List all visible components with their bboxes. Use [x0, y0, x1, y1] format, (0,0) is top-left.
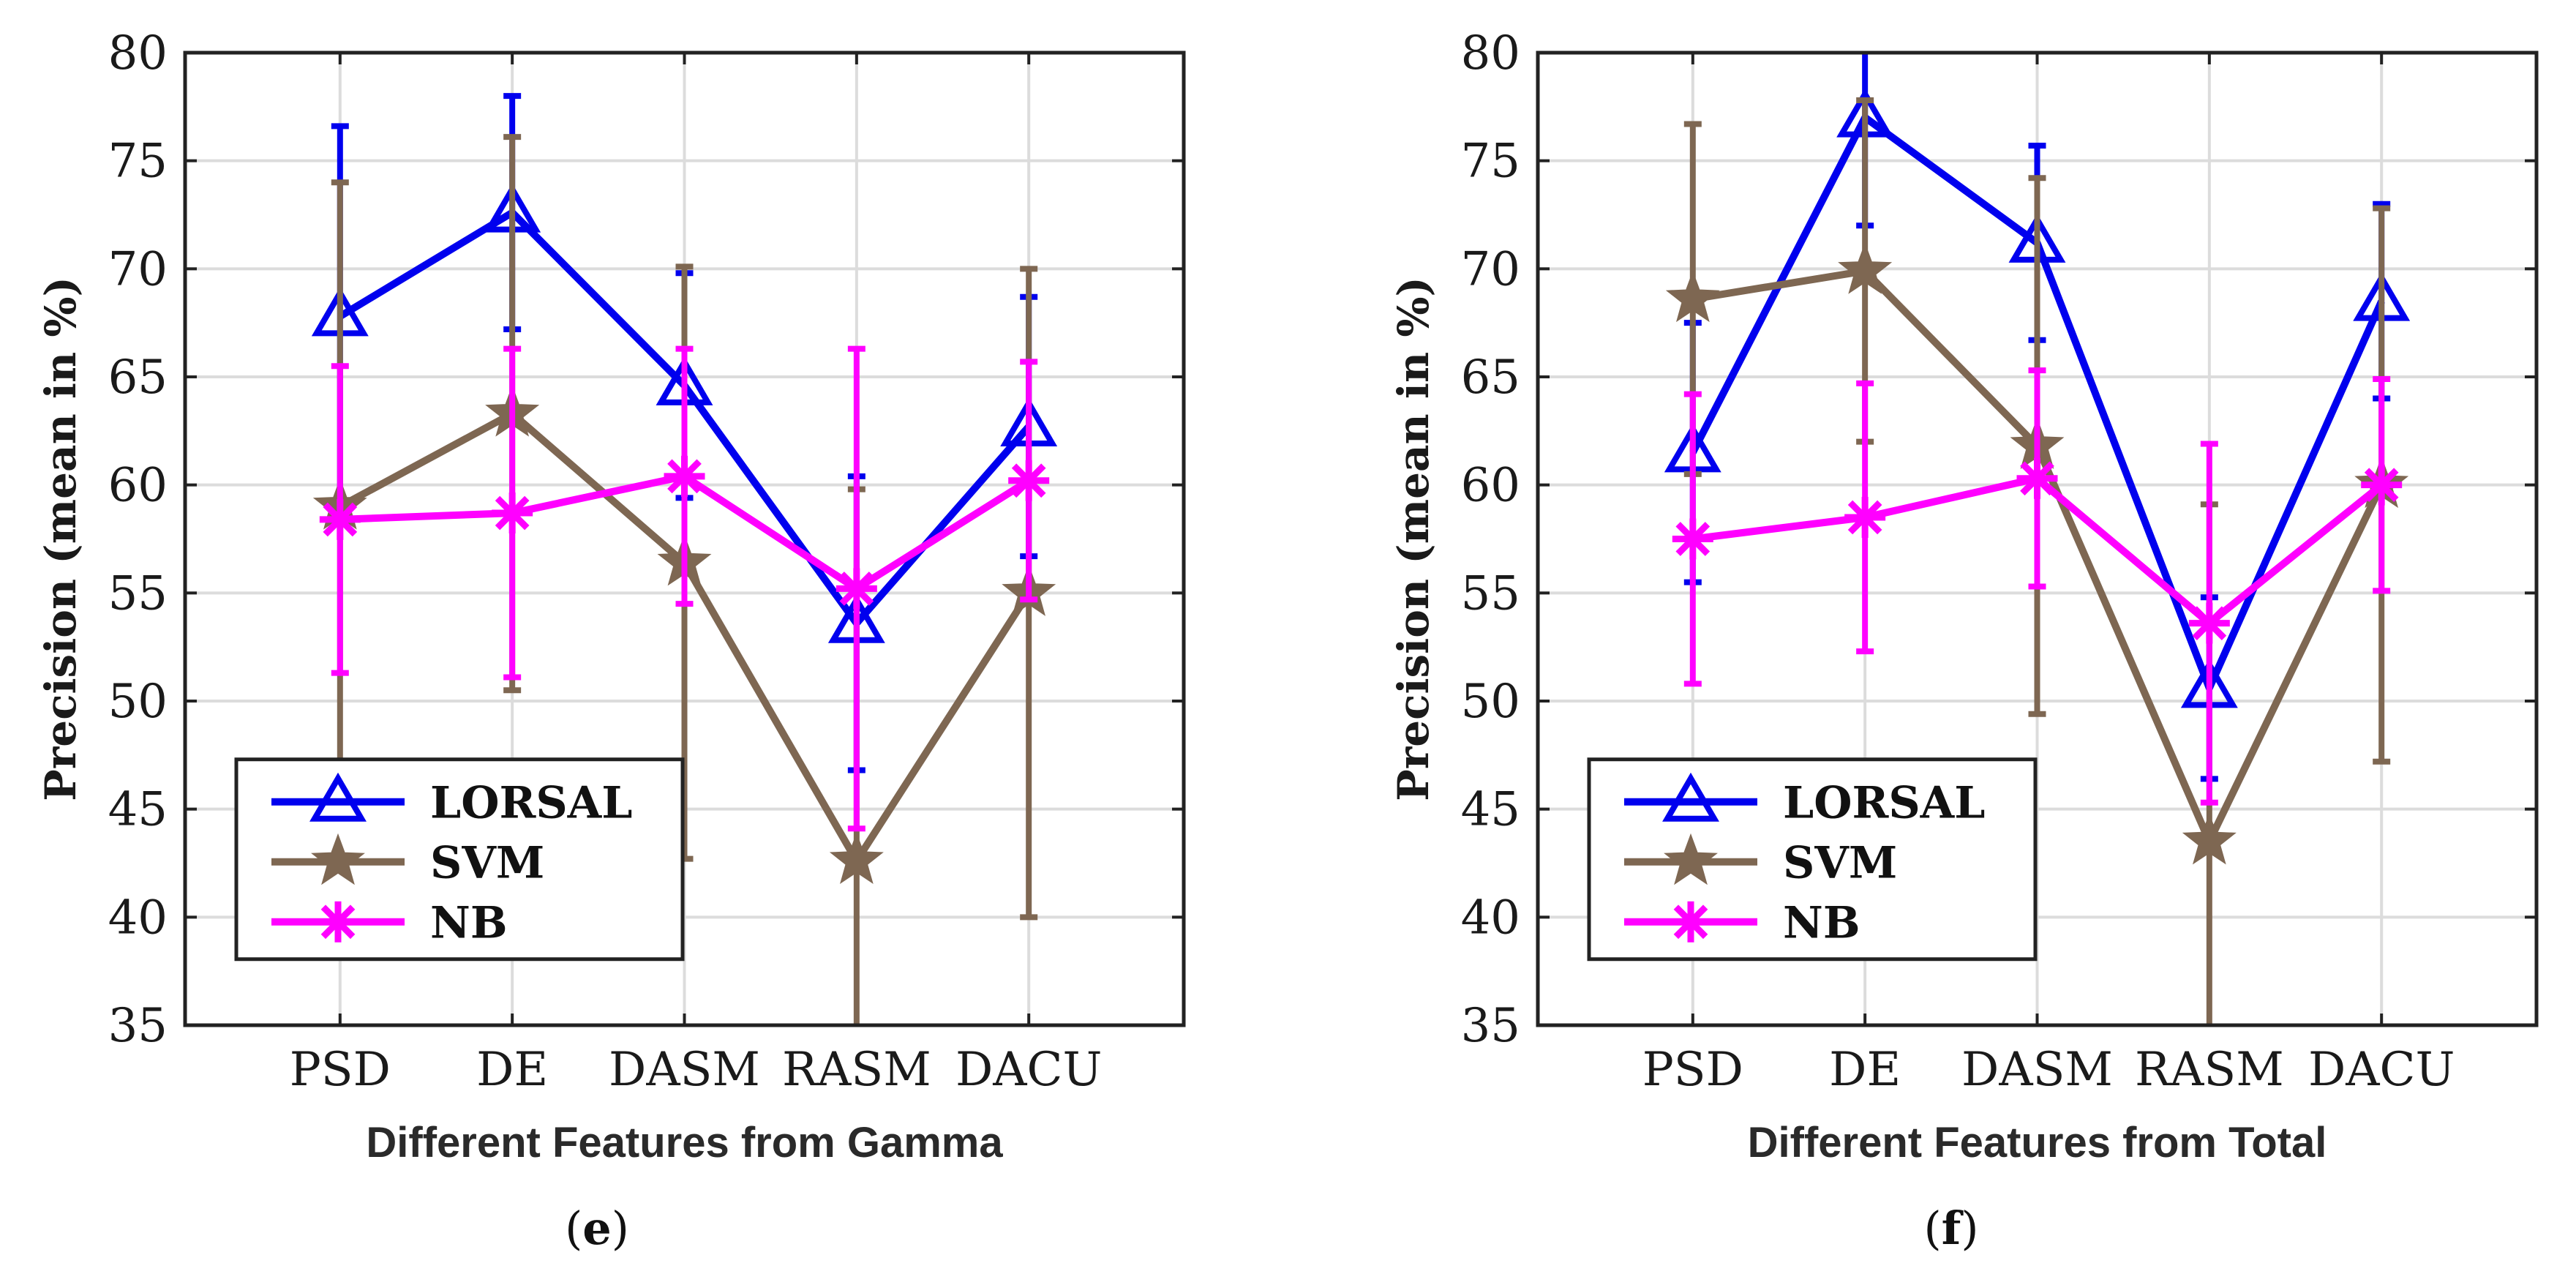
- data-point-svm: [1665, 270, 1720, 323]
- data-point-nb: [492, 492, 533, 534]
- data-point-nb: [2188, 602, 2230, 644]
- asterisk-stroke: [323, 502, 358, 537]
- legend-entry-lorsal: LORSAL: [1624, 772, 1985, 829]
- y-tick-label: 50: [108, 675, 168, 729]
- asterisk-stroke: [1673, 904, 1708, 940]
- y-axis-label: Precision (mean in %): [1389, 277, 1438, 801]
- legend-marker-lorsal: [309, 772, 367, 822]
- data-point-nb: [1844, 496, 1886, 538]
- y-tick-label: 75: [108, 135, 168, 189]
- series-nb: [319, 345, 1050, 832]
- asterisk-stroke: [839, 572, 874, 606]
- x-tick-label-de: DE: [1829, 1043, 1901, 1097]
- y-tick-label: 70: [1461, 242, 1520, 296]
- y-tick-label: 60: [1461, 459, 1520, 513]
- y-tick-label: 40: [108, 891, 168, 945]
- asterisk-stroke: [667, 459, 702, 494]
- legend-marker-svm: [1664, 833, 1718, 885]
- y-axis-label: Precision (mean in %): [36, 277, 86, 801]
- plot-frame: [1536, 50, 2539, 1027]
- chart-panel-f: 35 40 45 50 55 60 65 70 75 80 PSD DE DASM RASM DACU Dif…: [1389, 26, 2539, 1255]
- y-tick-label: 65: [1461, 351, 1520, 405]
- series-nb: [1672, 367, 2403, 806]
- x-tick-label-dacu: DACU: [955, 1043, 1102, 1097]
- data-point-nb: [664, 455, 705, 497]
- legend: LORSAL SVM NB: [1587, 757, 2038, 962]
- data-point-svm: [1838, 242, 1893, 294]
- legend-label-svm: SVM: [1783, 838, 1897, 889]
- x-axis-label: Different Features from Gamma: [366, 1119, 1003, 1166]
- legend-entry-lorsal: LORSAL: [271, 772, 632, 829]
- x-axis-label: Different Features from Total: [1748, 1119, 2327, 1166]
- y-tick-label: 50: [1461, 675, 1520, 729]
- y-tick-label: 45: [108, 783, 168, 837]
- data-point-nb: [1672, 518, 1713, 560]
- y-tick-label: 65: [108, 351, 168, 405]
- data-point-svm: [2182, 813, 2237, 865]
- asterisk-stroke: [495, 495, 530, 531]
- data-point-nb: [2016, 457, 2058, 499]
- data-point-nb: [1008, 460, 1050, 501]
- y-tick-label: 60: [108, 459, 168, 513]
- legend-entry-svm: SVM: [271, 833, 544, 889]
- asterisk-stroke: [1847, 500, 1882, 535]
- data-point-nb: [2361, 464, 2403, 506]
- panel-caption: (e): [565, 1202, 629, 1255]
- y-tick-label: 35: [108, 999, 168, 1053]
- asterisk-stroke: [1011, 463, 1046, 498]
- legend-label-svm: SVM: [430, 838, 544, 889]
- legend-marker-svm: [311, 833, 365, 885]
- legend-entry-svm: SVM: [1624, 833, 1897, 889]
- legend-label-lorsal: LORSAL: [1783, 778, 1985, 829]
- y-tick-label: 80: [1461, 26, 1520, 80]
- legend-label-nb: NB: [1783, 898, 1860, 949]
- legend-marker-nb: [318, 901, 358, 943]
- legend: LORSAL SVM NB: [234, 757, 685, 962]
- legend-label-nb: NB: [430, 898, 508, 949]
- x-tick-label-rasm: RASM: [2135, 1043, 2284, 1097]
- x-tick-label-dasm: DASM: [1961, 1043, 2113, 1097]
- asterisk-stroke: [2192, 606, 2227, 641]
- asterisk-stroke: [2020, 461, 2054, 496]
- y-tick-label: 80: [108, 26, 168, 80]
- x-tick-label-dacu: DACU: [2308, 1043, 2455, 1097]
- x-tick-label-psd: PSD: [290, 1043, 391, 1097]
- legend-entry-nb: NB: [271, 898, 508, 949]
- asterisk-stroke: [1675, 522, 1711, 556]
- y-tick-label: 70: [108, 242, 168, 296]
- data-layer: [1664, 53, 2411, 1025]
- asterisk-stroke: [2364, 468, 2399, 503]
- chart-panel-e: 35 40 45 50 55 60 65 70 75 80 PSD DE DASM RASM DACU Dif…: [36, 26, 1186, 1255]
- legend-label-lorsal: LORSAL: [430, 778, 632, 829]
- x-tick-label-rasm: RASM: [782, 1043, 931, 1097]
- legend-marker-lorsal: [1662, 772, 1719, 822]
- y-tick-label: 75: [1461, 135, 1520, 189]
- data-layer: [311, 93, 1058, 1025]
- x-tick-label-psd: PSD: [1642, 1043, 1743, 1097]
- y-tick-label: 35: [1461, 999, 1520, 1053]
- data-point-nb: [319, 498, 361, 540]
- asterisk-stroke: [320, 904, 356, 940]
- legend-entry-nb: NB: [1624, 898, 1860, 949]
- x-tick-label-dasm: DASM: [609, 1043, 760, 1097]
- plot-frame: [183, 50, 1186, 1027]
- data-point-nb: [835, 568, 877, 610]
- y-tick-label: 55: [108, 566, 168, 621]
- panel-caption: (f): [1923, 1202, 1978, 1255]
- legend-marker-nb: [1670, 901, 1711, 943]
- y-tick-label: 55: [1461, 566, 1520, 621]
- y-tick-label: 40: [1461, 891, 1520, 945]
- data-point-svm: [829, 832, 884, 885]
- x-tick-label-de: DE: [476, 1043, 548, 1097]
- y-tick-label: 45: [1461, 783, 1520, 837]
